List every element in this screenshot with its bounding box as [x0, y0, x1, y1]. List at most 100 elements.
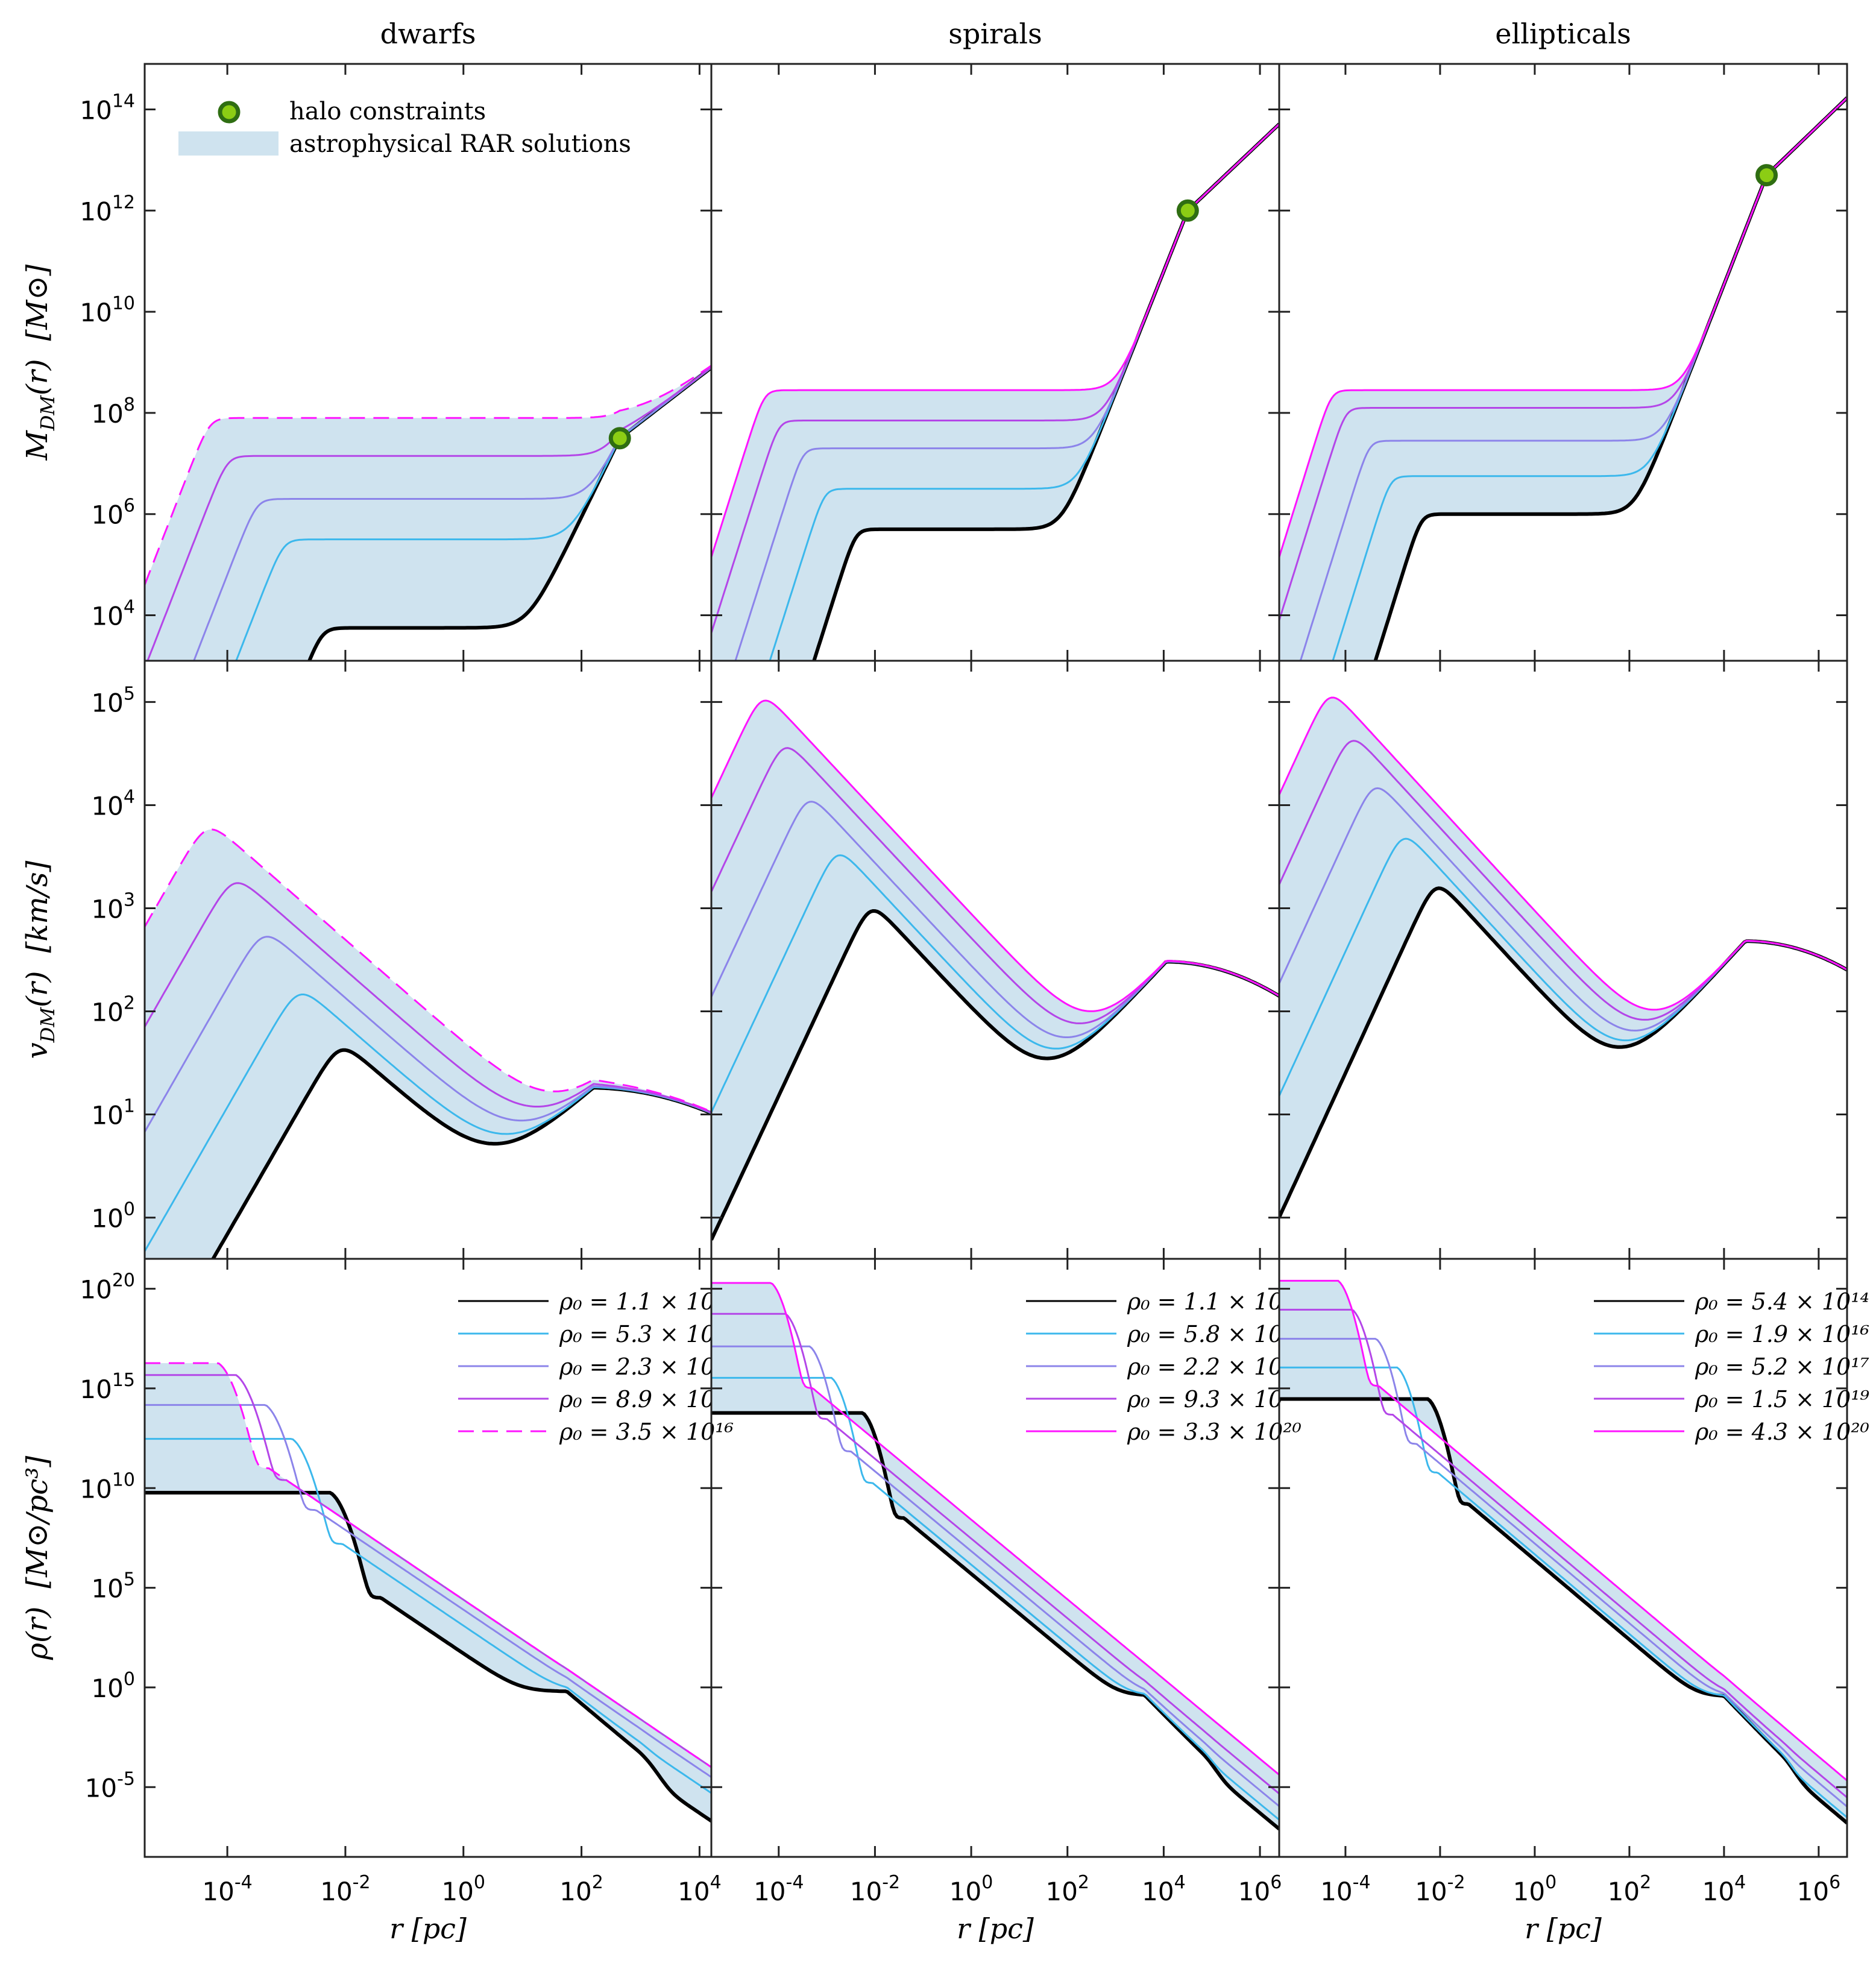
x-tick-label: 104: [1142, 1872, 1186, 1906]
panel-ellipticals-density: 10-4 10-2 100 102 104 106 ρ₀ = 5.4 × 10¹⁴ ρ₀ = …: [1278, 1258, 1870, 1906]
x-tick-exponent: 6: [1270, 1872, 1282, 1893]
x-tick-label: 10-2: [850, 1872, 900, 1906]
plot-area: [145, 1362, 711, 1823]
x-tick-exponent: 4: [710, 1872, 722, 1893]
y-tick-label: 1012: [80, 192, 135, 226]
halo-constraint-marker: [608, 427, 631, 450]
legend-label: ρ₀ = 8.9 × 10¹⁴: [559, 1386, 734, 1413]
x-tick-label: 100: [949, 1872, 993, 1906]
y-tick-exponent: 3: [124, 889, 135, 910]
series-line: [1279, 97, 1847, 558]
legend-label: ρ₀ = 1.1 × 10¹⁴: [1127, 1288, 1302, 1315]
y-tick-exponent: 12: [112, 192, 135, 213]
row-label-sub: DM: [36, 1007, 59, 1044]
y-tick-label: 10-5: [85, 1768, 135, 1803]
series-line: [711, 1345, 1279, 1807]
panel-frame: [1278, 1258, 1848, 1858]
row-label-unit: [km/s]: [20, 860, 54, 953]
halo-constraint-marker: [1755, 164, 1778, 187]
legend-label: ρ₀ = 1.9 × 10¹⁶: [1695, 1321, 1869, 1347]
x-tick-label: 10-4: [754, 1872, 804, 1906]
halo-constraint-marker: [1176, 199, 1199, 222]
x-tick-label: 100: [441, 1872, 485, 1906]
y-tick-label: 104: [91, 786, 135, 821]
y-tick-exponent: 5: [124, 1569, 135, 1590]
legend-label: ρ₀ = 5.3 × 10¹¹: [559, 1321, 734, 1347]
legend-label: ρ₀ = 5.2 × 10¹⁷: [1695, 1353, 1869, 1380]
row-label: vDM(r)[km/s]: [20, 860, 59, 1059]
y-tick-label: 105: [91, 683, 135, 717]
y-tick-label: 105: [91, 1569, 135, 1604]
series-line: [1279, 1279, 1847, 1782]
x-tick-exponent: -4: [234, 1872, 253, 1893]
row-label-arg: (r): [20, 359, 54, 395]
legend-label: ρ₀ = 4.3 × 10²⁰: [1695, 1419, 1869, 1445]
series-line: [145, 365, 711, 585]
x-tick-exponent: 4: [1174, 1872, 1186, 1893]
rar-solutions-band: [711, 701, 1279, 1240]
y-tick-exponent: 15: [112, 1370, 135, 1391]
series-line: [1279, 1338, 1847, 1807]
series-line: [1279, 1308, 1847, 1798]
plot-area: [711, 1282, 1279, 1831]
x-axis-label: r [pc]: [1525, 1912, 1602, 1945]
y-tick-label: 104: [91, 596, 135, 631]
column-title-ellipticals: ellipticals: [1495, 17, 1631, 50]
x-tick-exponent: 6: [1829, 1872, 1840, 1893]
legend-label: ρ₀ = 1.1 × 10¹⁰: [559, 1288, 734, 1315]
legend-halo-marker: [218, 101, 241, 124]
legend-label: ρ₀ = 9.3 × 10¹⁸: [1127, 1386, 1302, 1413]
x-tick-exponent: 2: [1078, 1872, 1089, 1893]
row-label: ρ(r)[M⊙/pc³]: [20, 1455, 54, 1660]
row-label: MDM(r)[M⊙]: [20, 264, 59, 461]
y-tick-label: 108: [91, 394, 135, 429]
series-line: [145, 1362, 711, 1768]
y-tick-exponent: 20: [112, 1270, 135, 1291]
legend-label: ρ₀ = 5.4 × 10¹⁴: [1695, 1288, 1869, 1315]
panel-spirals-velocity: [710, 660, 1280, 1260]
legend-label: ρ₀ = 1.5 × 10¹⁹: [1695, 1386, 1870, 1413]
y-tick-label: 1010: [80, 293, 135, 327]
y-tick-exponent: 1: [124, 1096, 135, 1117]
y-tick-label: 101: [91, 1096, 135, 1130]
y-tick-exponent: 4: [124, 596, 135, 617]
y-tick-label: 100: [91, 1199, 135, 1234]
plot-area: [145, 828, 711, 1259]
y-tick-exponent: 0: [124, 1669, 135, 1690]
series-line: [711, 1376, 1279, 1821]
x-tick-exponent: -4: [786, 1872, 804, 1893]
rar-solutions-band: [145, 365, 711, 661]
series-line: [145, 1438, 711, 1794]
x-axis-label: r [pc]: [957, 1912, 1034, 1945]
x-tick-label: 10-4: [202, 1872, 252, 1906]
x-tick-label: 102: [1608, 1872, 1652, 1906]
y-tick-exponent: 4: [124, 786, 135, 807]
y-tick-label: 100: [91, 1669, 135, 1703]
series-line: [711, 1282, 1279, 1776]
legend-band-label: astrophysical RAR solutions: [289, 130, 631, 158]
x-axis-label: r [pc]: [389, 1912, 467, 1945]
panel-ellipticals-mass: [1278, 63, 1848, 662]
x-tick-label: 102: [559, 1872, 603, 1906]
legend-label: ρ₀ = 2.2 × 10¹⁷: [1127, 1353, 1302, 1380]
panel-ellipticals-velocity: [1278, 660, 1848, 1260]
y-tick-label: 102: [91, 993, 135, 1027]
y-tick-label: 1015: [80, 1370, 135, 1404]
rar-solutions-band: [145, 829, 711, 1259]
y-tick-label: 1014: [80, 91, 135, 125]
x-tick-label: 106: [1797, 1872, 1841, 1906]
x-tick-exponent: 0: [1545, 1872, 1557, 1893]
legend-label: ρ₀ = 2.3 × 10¹³: [559, 1353, 734, 1380]
rar-solutions-band: [1279, 698, 1847, 1218]
row-label-unit: [M⊙/pc³]: [20, 1455, 54, 1588]
x-tick-label: 100: [1513, 1872, 1557, 1906]
y-tick-exponent: 0: [124, 1199, 135, 1220]
x-tick-exponent: 2: [1640, 1872, 1651, 1893]
legend-halo-label: halo constraints: [289, 98, 486, 125]
y-tick-label: 103: [91, 889, 135, 924]
y-tick-label: 106: [91, 496, 135, 530]
x-tick-exponent: -4: [1353, 1872, 1371, 1893]
